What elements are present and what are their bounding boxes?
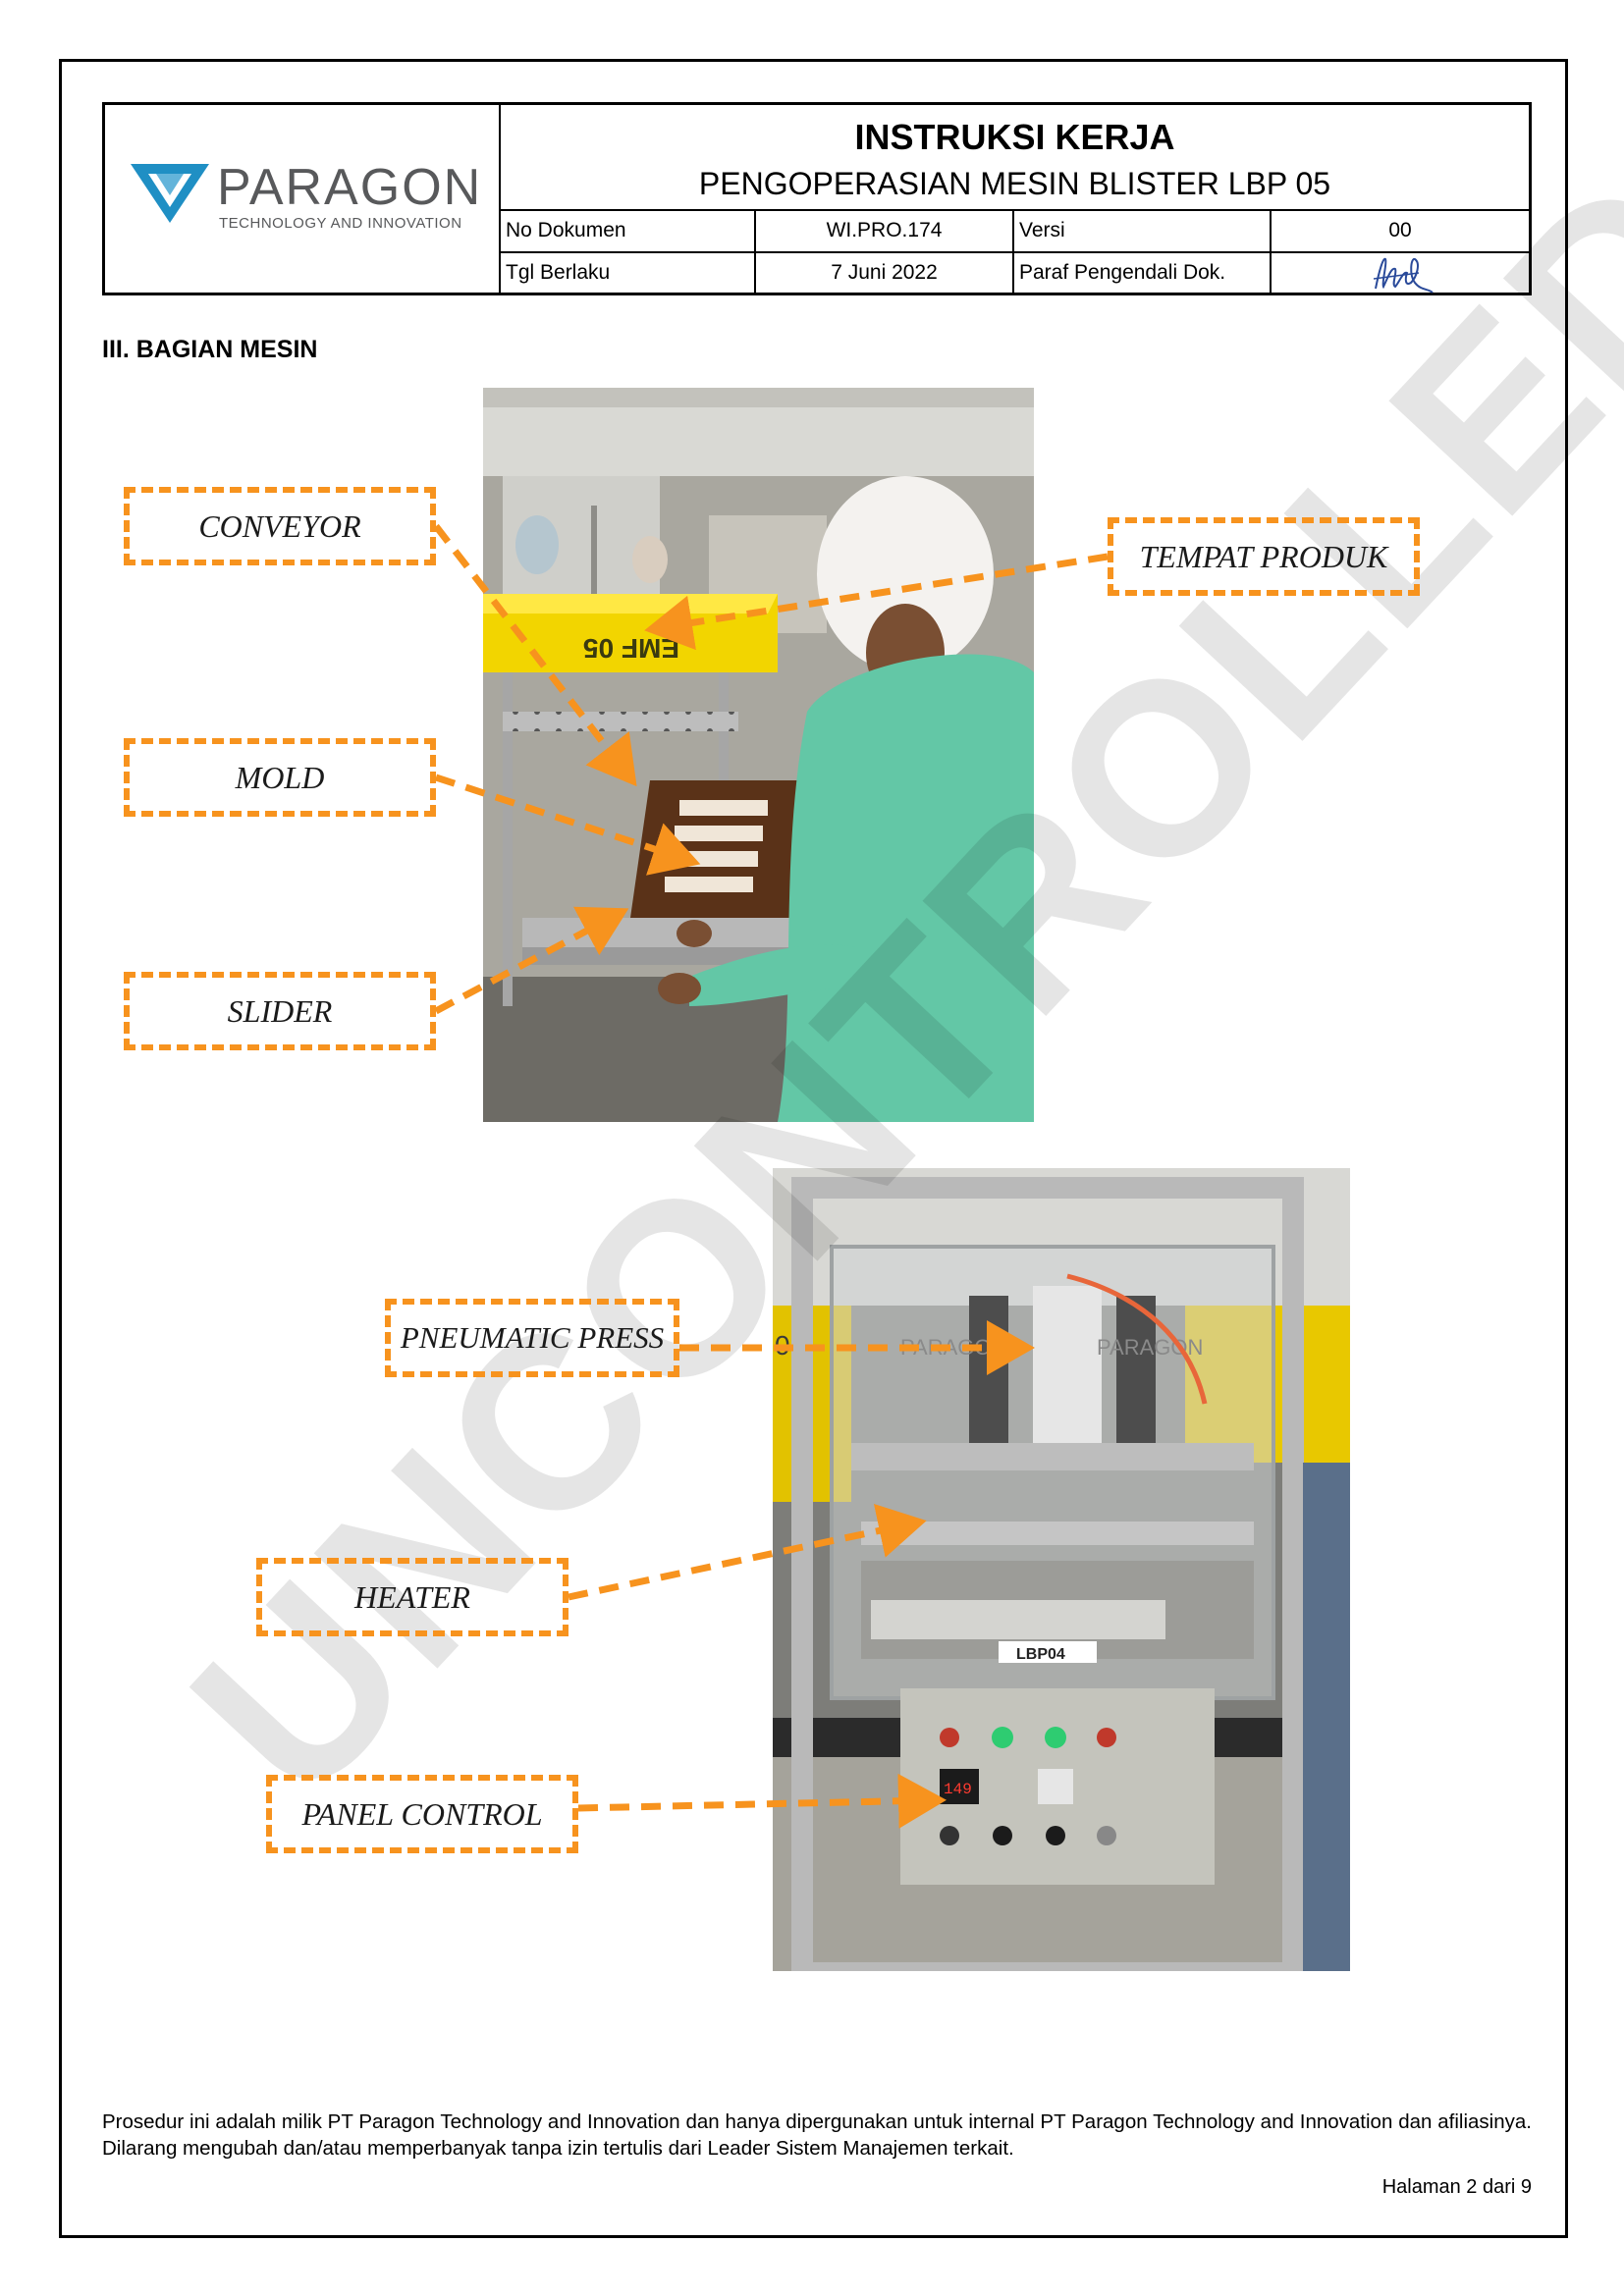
page-number: Halaman 2 dari 9 <box>1381 2176 1532 2198</box>
effective-date-value: 7 Juni 2022 <box>756 253 1014 293</box>
photo-machine-operator: EMF 05 <box>483 388 1034 1122</box>
photo-machine-front: 05 PARAGON PARAGON LBP04 149 <box>773 1168 1350 1971</box>
signature-cell <box>1272 253 1529 294</box>
callout-conveyor: CONVEYOR <box>124 487 436 565</box>
callout-mold: MOLD <box>124 738 436 817</box>
document-control-label: Paraf Pengendali Dok. <box>1014 253 1272 293</box>
document-header: PARAGON TECHNOLOGY AND INNOVATION INSTRU… <box>102 102 1532 295</box>
temperature-display: 149 <box>944 1781 972 1798</box>
section-title: III. BAGIAN MESIN <box>102 336 318 363</box>
header-row-document: No Dokumen WI.PRO.174 Versi 00 <box>501 211 1529 253</box>
paragon-logo: PARAGON TECHNOLOGY AND INNOVATION <box>131 158 494 237</box>
document-subtitle: PENGOPERASIAN MESIN BLISTER LBP 05 <box>698 166 1331 201</box>
tray-label-text: EMF 05 <box>583 633 679 664</box>
callout-pneumatic-press: PNEUMATIC PRESS <box>385 1299 679 1377</box>
version-label: Versi <box>1014 211 1272 251</box>
doc-no-label: No Dokumen <box>501 211 756 251</box>
brand-tagline: TECHNOLOGY AND INNOVATION <box>219 215 462 232</box>
document-title: INSTRUKSI KERJA <box>854 117 1175 157</box>
page-frame <box>59 59 1568 2238</box>
handwritten-signature <box>1373 257 1434 294</box>
effective-date-label: Tgl Berlaku <box>501 253 756 293</box>
paragon-logo-icon <box>131 164 209 223</box>
version-value: 00 <box>1388 219 1412 241</box>
callout-slider: SLIDER <box>124 972 436 1050</box>
header-row-effective: Tgl Berlaku 7 Juni 2022 Paraf Pengendali… <box>501 253 1529 294</box>
logo-cell: PARAGON TECHNOLOGY AND INNOVATION <box>105 105 501 293</box>
callout-heater: HEATER <box>256 1558 568 1636</box>
callout-tempat-produk: TEMPAT PRODUK <box>1108 517 1420 596</box>
callout-panel-control: PANEL CONTROL <box>266 1775 578 1853</box>
footer-disclaimer: Prosedur ini adalah milik PT Paragon Tec… <box>102 2110 1532 2160</box>
press-brand-left: PARAGON <box>900 1335 1006 1360</box>
machine-tag-text: LBP04 <box>1016 1646 1065 1663</box>
title-cell: INSTRUKSI KERJA PENGOPERASIAN MESIN BLIS… <box>501 105 1529 211</box>
brand-name: PARAGON <box>217 159 483 216</box>
doc-no-value: WI.PRO.174 <box>756 211 1014 251</box>
